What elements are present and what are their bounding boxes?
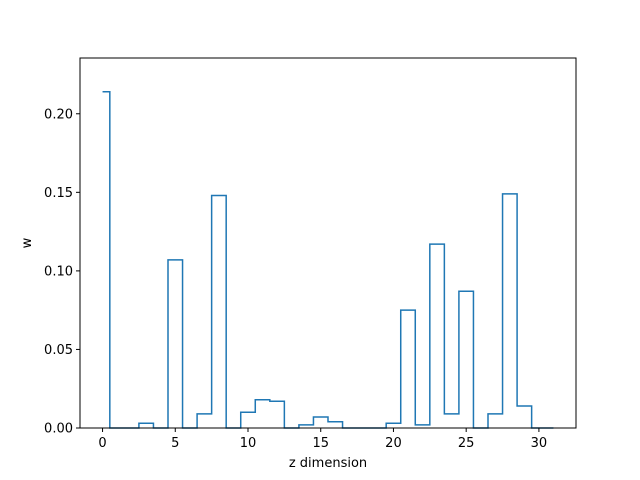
- y-tick-label: 0.00: [44, 422, 73, 437]
- y-axis-label: w: [20, 237, 35, 248]
- x-axis-ticks: 0 5 10 15 20 25 30: [98, 428, 547, 451]
- y-tick-label: 0.15: [44, 186, 73, 201]
- axes-frame: [79, 57, 577, 429]
- y-tick-label: 0.05: [44, 343, 73, 358]
- x-tick-label: 5: [171, 436, 179, 451]
- x-tick-label: 10: [240, 436, 257, 451]
- y-tick-label: 0.10: [44, 264, 73, 279]
- x-tick-label: 15: [312, 436, 329, 451]
- x-axis-label: z dimension: [289, 456, 367, 471]
- x-tick-label: 30: [531, 436, 548, 451]
- x-tick-label: 25: [458, 436, 475, 451]
- y-axis-ticks: 0.00 0.05 0.10 0.15 0.20: [44, 107, 80, 437]
- x-tick-label: 0: [98, 436, 106, 451]
- x-tick-label: 20: [385, 436, 402, 451]
- plot-area: [80, 58, 576, 428]
- y-tick-label: 0.20: [44, 107, 73, 122]
